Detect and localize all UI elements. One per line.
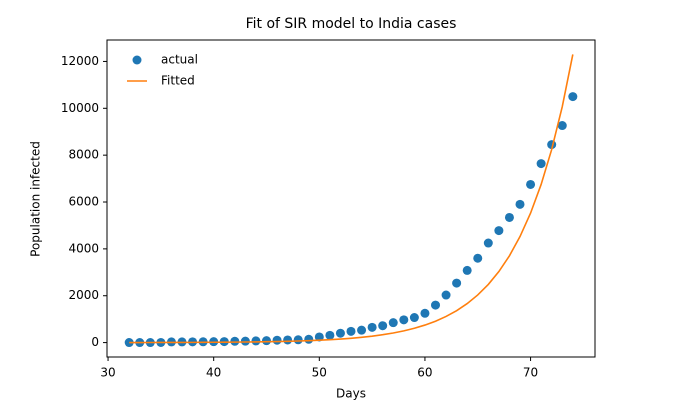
y-tick-label: 6000 [68, 195, 99, 209]
x-axis-label: Days [336, 387, 366, 401]
data-point [251, 336, 261, 346]
data-point [515, 199, 525, 209]
data-point [462, 265, 472, 275]
data-point [452, 278, 462, 288]
data-point [557, 121, 567, 131]
data-point [335, 328, 345, 338]
x-tick-label: 70 [523, 366, 538, 380]
x-tick-label: 50 [312, 366, 327, 380]
data-point [420, 308, 430, 318]
y-tick-label: 8000 [68, 148, 99, 162]
x-tick-label: 40 [206, 366, 221, 380]
x-tick-label: 60 [417, 366, 432, 380]
data-point [357, 325, 367, 335]
data-point [409, 313, 419, 323]
data-point [378, 321, 388, 331]
data-point [473, 253, 483, 263]
data-point [346, 326, 356, 336]
data-point [325, 330, 335, 340]
data-point [526, 179, 536, 189]
x-tick-label: 30 [100, 366, 115, 380]
legend-label: Fitted [161, 74, 195, 88]
data-point [283, 335, 293, 345]
y-tick-label: 10000 [61, 101, 99, 115]
data-point [504, 212, 514, 222]
plot-frame [106, 39, 596, 358]
data-point [314, 332, 324, 342]
data-point [441, 290, 451, 300]
data-point [240, 336, 250, 346]
data-point [261, 336, 271, 346]
data-point [367, 322, 377, 332]
data-point [483, 238, 493, 248]
data-point [304, 334, 314, 344]
data-point [230, 336, 240, 346]
y-tick-label: 0 [91, 335, 99, 349]
data-point [494, 226, 504, 236]
data-point [293, 335, 303, 345]
data-point [536, 159, 546, 169]
y-axis-label: Population infected [29, 141, 43, 257]
data-point [568, 92, 578, 102]
data-point [388, 318, 398, 328]
legend-label: actual [161, 53, 198, 67]
y-tick-label: 12000 [61, 54, 99, 68]
fitted-line [129, 54, 574, 344]
y-tick-label: 2000 [68, 288, 99, 302]
data-point [431, 300, 441, 310]
chart-title: Fit of SIR model to India cases [246, 16, 457, 32]
y-tick-label: 4000 [68, 241, 99, 255]
data-point [399, 315, 409, 325]
legend-marker [132, 55, 142, 65]
data-point [272, 335, 282, 345]
